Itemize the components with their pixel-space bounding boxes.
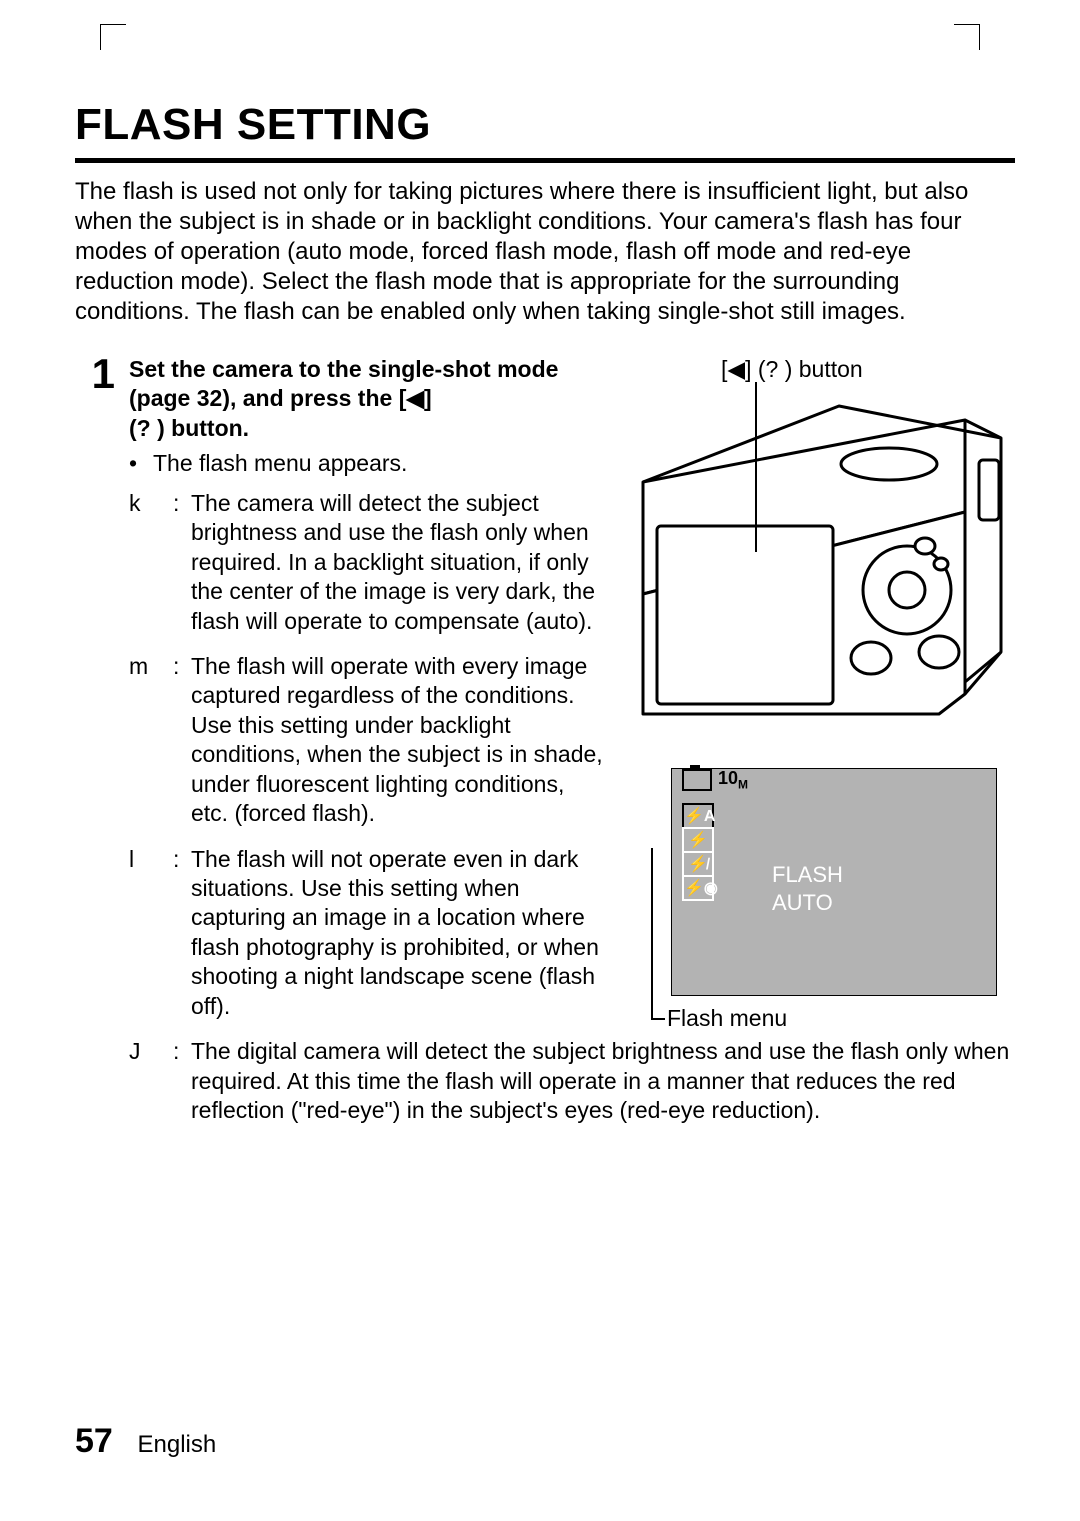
mode-colon: : bbox=[173, 1037, 191, 1125]
bullet-dot: • bbox=[129, 449, 153, 478]
step-bullet: • The flash menu appears. bbox=[129, 449, 607, 478]
camera-diagram: 10M ⚡A ⚡ ⚡̸ ⚡◉ FLASH AUT bbox=[625, 388, 1015, 1028]
camera-illustration bbox=[639, 394, 1009, 754]
leader-line bbox=[755, 382, 757, 552]
mode-key: l bbox=[129, 845, 173, 1022]
mode-key: m bbox=[129, 652, 173, 829]
mode-row: m : The flash will operate with every im… bbox=[129, 652, 607, 829]
flash-redeye-icon: ⚡◉ bbox=[682, 875, 714, 901]
lcd-line1: FLASH bbox=[772, 862, 843, 887]
intro-paragraph: The flash is used not only for taking pi… bbox=[75, 177, 1015, 327]
resolution-label: 10M bbox=[718, 767, 748, 793]
crop-mark bbox=[100, 24, 126, 25]
lcd-line2: AUTO bbox=[772, 890, 833, 915]
mode-desc: The flash will operate with every image … bbox=[191, 652, 607, 829]
flash-off-icon: ⚡̸ bbox=[682, 851, 714, 877]
mode-desc: The digital camera will detect the subje… bbox=[191, 1037, 1015, 1125]
leader-line bbox=[651, 848, 653, 1018]
mode-colon: : bbox=[173, 652, 191, 829]
step-heading: Set the camera to the single-shot mode (… bbox=[129, 355, 607, 443]
mode-row: J : The digital camera will detect the s… bbox=[129, 1037, 1015, 1125]
flash-forced-icon: ⚡ bbox=[682, 827, 714, 853]
page-footer: 57 English bbox=[75, 1422, 216, 1461]
step-heading-line2: (? ) button. bbox=[129, 415, 249, 441]
step-number: 1 bbox=[75, 353, 115, 395]
leader-line bbox=[651, 1018, 665, 1020]
mode-row: k : The camera will detect the subject b… bbox=[129, 489, 607, 636]
crop-mark bbox=[954, 24, 980, 25]
lcd-mode-label: FLASH AUTO bbox=[772, 861, 843, 916]
crop-mark bbox=[979, 24, 980, 50]
lcd-top-icons: 10M bbox=[682, 767, 748, 793]
step-heading-line1: Set the camera to the single-shot mode (… bbox=[129, 356, 558, 411]
mode-colon: : bbox=[173, 845, 191, 1022]
flash-auto-icon: ⚡A bbox=[682, 803, 714, 829]
page-number: 57 bbox=[75, 1422, 113, 1460]
page-title: FLASH SETTING bbox=[75, 100, 1015, 150]
mode-desc: The camera will detect the subject brigh… bbox=[191, 489, 607, 636]
mode-desc: The flash will not operate even in dark … bbox=[191, 845, 607, 1022]
bullet-text: The flash menu appears. bbox=[153, 449, 407, 478]
mode-row: l : The flash will not operate even in d… bbox=[129, 845, 607, 1022]
camera-icon bbox=[682, 769, 712, 791]
flash-menu-caption: Flash menu bbox=[667, 1004, 787, 1033]
mode-colon: : bbox=[173, 489, 191, 636]
crop-mark bbox=[100, 24, 101, 50]
lcd-screen: 10M ⚡A ⚡ ⚡̸ ⚡◉ FLASH AUT bbox=[671, 768, 997, 996]
title-rule bbox=[75, 158, 1015, 163]
page-language: English bbox=[138, 1431, 217, 1458]
callout-button-label: [◀] (? ) button bbox=[625, 355, 1015, 384]
mode-key: k bbox=[129, 489, 173, 636]
mode-key: J bbox=[129, 1037, 173, 1125]
